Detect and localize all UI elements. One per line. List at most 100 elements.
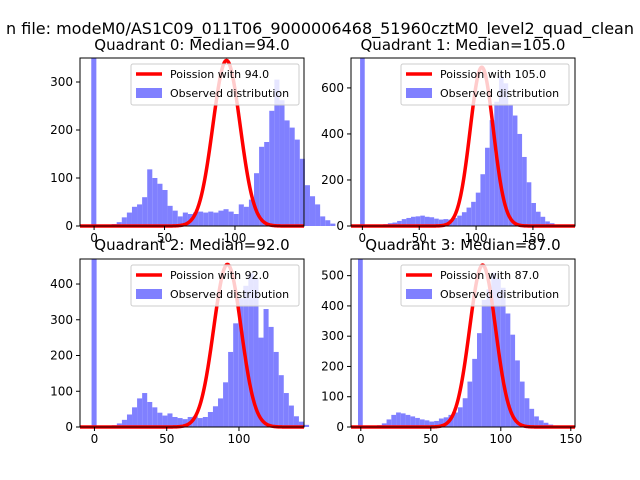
quadrant-1-panel: Quadrant 1: Median=105.0 0 50 100 150 0 200 40… [321, 36, 577, 245]
histogram-bar [457, 215, 462, 226]
histogram-bar [505, 313, 511, 427]
histogram-bar [434, 218, 439, 226]
axes-frame [79, 57, 305, 227]
histogram-bar [438, 418, 444, 427]
histogram-bar [172, 416, 178, 427]
quadrant-2-title: Quadrant 2: Median=92.0 [94, 236, 289, 254]
histogram-bar [289, 127, 295, 226]
histogram-bar [461, 212, 467, 226]
histogram-bar [126, 212, 132, 226]
histogram-bar [259, 146, 265, 226]
histogram-bar [243, 206, 249, 226]
histogram-bar [238, 204, 244, 226]
x-tick-label: 100 [228, 432, 251, 446]
x-tick-label: 0 [357, 432, 365, 446]
histogram-bar [512, 115, 518, 226]
histogram-bar [132, 407, 138, 427]
histogram-bar [462, 398, 468, 427]
histogram-bar [218, 398, 224, 427]
histogram-bar [491, 272, 497, 427]
histogram-bar [304, 185, 310, 226]
histogram-bar [268, 326, 274, 427]
histogram-bar [269, 110, 275, 226]
x-tick-label: 100 [465, 231, 488, 245]
y-tick-label: 200 [321, 173, 344, 187]
histogram-bar [309, 196, 316, 226]
histogram-bar [233, 323, 239, 427]
histogram-bar [477, 333, 482, 427]
histogram-bar [386, 419, 392, 427]
histogram-bar [172, 210, 178, 226]
x-tick-label: 50 [159, 432, 174, 446]
histogram-bar [325, 220, 331, 226]
histogram-bar [508, 105, 513, 226]
histogram-bar [457, 407, 463, 427]
y-tick-label: 0 [65, 420, 73, 434]
x-tick-label: 0 [90, 231, 98, 245]
histogram-bar [298, 421, 304, 427]
quadrant-2-panel: 0 50 100 0 100 200 300 400 Poission with 92.0 O… [50, 236, 310, 446]
x-tick-label: 50 [423, 432, 438, 446]
histogram-bar [177, 216, 183, 226]
histogram-bar [238, 298, 244, 427]
x-tick-label: 100 [489, 432, 512, 446]
y-tick-label: 200 [321, 359, 344, 373]
x-tick-label: 0 [359, 231, 367, 245]
histogram-bar [116, 222, 122, 226]
y-tick-label: 300 [50, 75, 73, 89]
histogram-bar [283, 393, 289, 427]
histogram-bar [142, 197, 148, 226]
histogram-bar [401, 219, 407, 226]
histogram-bar [485, 147, 490, 226]
y-tick-label: 400 [50, 277, 73, 291]
y-tick-label: 100 [321, 390, 344, 404]
histogram-bar [202, 416, 208, 427]
y-tick-label: 200 [50, 349, 73, 363]
histogram-bar [198, 211, 204, 226]
histogram-bar [137, 204, 143, 226]
y-tick-label: 0 [336, 420, 344, 434]
quadrant-1-title: Quadrant 1: Median=105.0 [361, 36, 566, 54]
histogram-bar [157, 412, 163, 427]
histogram-bar [315, 204, 321, 226]
histogram-bar [411, 216, 416, 226]
histogram-bar [207, 411, 213, 427]
histogram-bar [233, 214, 239, 226]
histogram-bar [526, 182, 532, 226]
histogram-bar [121, 217, 127, 226]
x-tick-label: 0 [91, 432, 99, 446]
x-tick-label: 150 [521, 231, 544, 245]
fit-legend-label: Poission with 94.0 [170, 68, 269, 81]
histogram-bar [91, 58, 97, 226]
quadrant-2-legend: Poission with 92.0 Observed distribution [130, 264, 300, 307]
histogram-bar [443, 219, 449, 226]
quadrant-3-panel: 0 50 100 150 0 100 200 300 400 500 Poission with … [321, 236, 582, 446]
histogram-bar [531, 202, 536, 226]
histogram-bar [480, 174, 486, 226]
histogram-bar [152, 407, 158, 427]
histogram-legend-swatch [406, 289, 432, 299]
histogram-bar [223, 382, 229, 427]
histogram-bar [320, 216, 326, 226]
histogram-bar [126, 414, 133, 427]
axes-frame [350, 57, 576, 227]
histogram-bar [167, 413, 173, 427]
histogram-bar [91, 259, 97, 427]
x-tick-label: 150 [559, 432, 582, 446]
histogram-bar [543, 422, 549, 427]
x-tick-label: 50 [157, 231, 172, 245]
histogram-bar [197, 418, 203, 427]
histogram-bar [452, 217, 458, 226]
histogram-bar [304, 424, 310, 427]
fit-legend-label: Poission with 92.0 [170, 269, 269, 282]
histogram-bar [288, 405, 294, 427]
histogram-legend-label: Observed distribution [170, 288, 289, 301]
histogram-bar [254, 173, 260, 226]
quadrant-0-panel: Quadrant 0: Median=94.0 0 50 100 0 100 200 300… [50, 36, 336, 245]
histogram-bar [535, 211, 541, 226]
histogram-bar [228, 211, 234, 226]
histogram-bar [396, 412, 401, 427]
y-tick-label: 400 [321, 299, 344, 313]
quadrant-3-title: Quadrant 3: Median=87.0 [365, 236, 560, 254]
histogram-bar [381, 423, 387, 427]
